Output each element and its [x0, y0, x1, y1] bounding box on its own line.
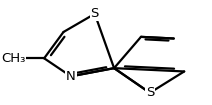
- Text: S: S: [91, 7, 99, 20]
- Text: N: N: [66, 70, 76, 83]
- Text: S: S: [146, 86, 154, 99]
- Text: CH₃: CH₃: [1, 52, 26, 65]
